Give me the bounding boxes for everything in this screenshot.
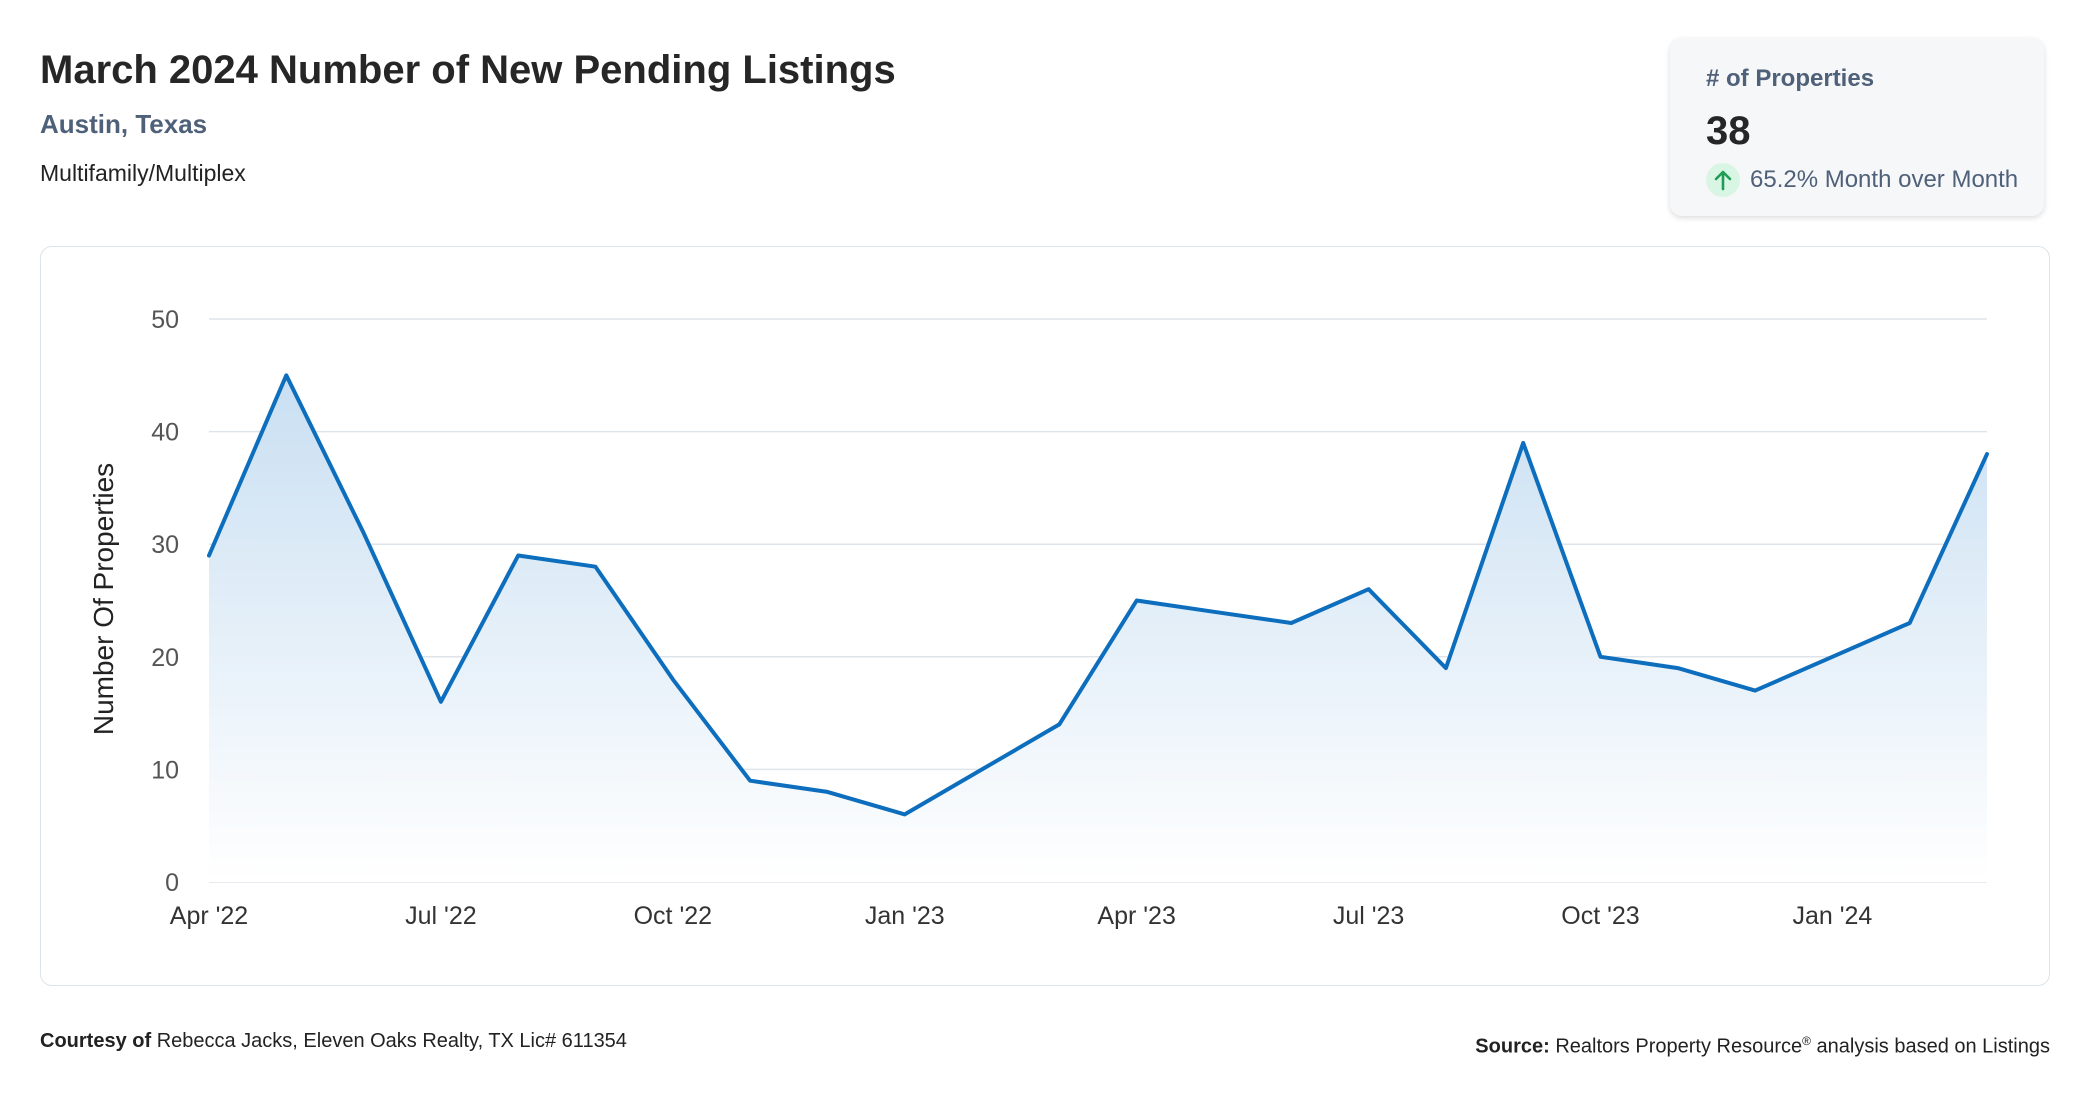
y-tick-label: 30 [151,531,179,559]
x-tick-label: Oct '22 [634,902,712,930]
y-axis-label: Number Of Properties [88,463,119,735]
x-tick-label: Oct '23 [1561,902,1639,930]
location-subtitle: Austin, Texas [40,109,208,139]
y-tick-label: 40 [151,419,179,447]
source-label: Source: [1475,1035,1550,1058]
arrow-up-icon [1706,163,1740,197]
data-point [1984,451,1990,457]
data-point [361,530,367,536]
data-point [670,676,676,682]
data-point [824,789,830,795]
stat-change-text: 65.2% Month over Month [1750,166,2019,193]
data-point [747,778,753,784]
property-type-label: Multifamily/Multiplex [40,160,246,186]
stat-label: # of Properties [1706,65,1875,92]
data-point [979,766,985,772]
data-point [515,552,521,558]
data-point [593,564,599,570]
data-point [283,372,289,378]
data-point [902,811,908,817]
data-point [1056,721,1062,727]
stat-change: 65.2% Month over Month [1706,162,2018,198]
x-tick-label: Jan '24 [1792,902,1872,930]
page-title: March 2024 Number of New Pending Listing… [40,48,896,92]
y-axis-ticks: 0 10 20 30 40 50 [151,306,179,897]
source-footer: Source: Realtors Property Resource® anal… [1475,1028,2050,1060]
data-point [1134,598,1140,604]
data-point [1829,654,1835,660]
data-point [1675,665,1681,671]
data-point [1752,688,1758,694]
x-axis-ticks: Apr '22 Jul '22 Oct '22 Jan '23 Apr '23 Jul '… [170,902,1873,930]
y-tick-label: 50 [151,306,179,334]
y-tick-label: 10 [151,756,179,784]
data-point [1211,609,1217,615]
data-point [1907,620,1913,626]
stat-value: 38 [1706,109,1751,153]
data-point [1520,440,1526,446]
courtesy-label: Courtesy of [40,1030,152,1052]
data-point [1288,620,1294,626]
line-chart: 0 10 20 30 40 50 Apr '22 Jul '22 Oct '22 Jan '23… [88,306,1990,930]
source-text-suffix: analysis based on Listings [1816,1035,2050,1058]
data-point [1366,586,1372,592]
source-text: Realtors Property Resource [1555,1035,1803,1058]
y-tick-label: 0 [165,869,179,897]
stat-card: # of Properties 38 65.2% Month over Mont… [1670,38,2044,216]
area-fill [209,375,1987,882]
registered-mark: ® [1802,1034,1811,1048]
y-tick-label: 20 [151,644,179,672]
data-point [206,552,212,558]
courtesy-text: Rebecca Jacks, Eleven Oaks Realty, TX Li… [156,1030,627,1052]
courtesy-footer: Courtesy of Rebecca Jacks, Eleven Oaks R… [40,1028,627,1054]
x-tick-label: Apr '23 [1097,902,1175,930]
data-point [1597,654,1603,660]
x-tick-label: Jul '23 [1333,902,1404,930]
data-point [1443,665,1449,671]
chart-card: 0 10 20 30 40 50 Apr '22 Jul '22 Oct '22 Jan '23… [40,246,2050,986]
series-line [207,373,1989,817]
data-point [438,699,444,705]
x-tick-label: Jul '22 [405,902,476,930]
x-tick-label: Jan '23 [865,902,945,930]
x-tick-label: Apr '22 [170,902,248,930]
